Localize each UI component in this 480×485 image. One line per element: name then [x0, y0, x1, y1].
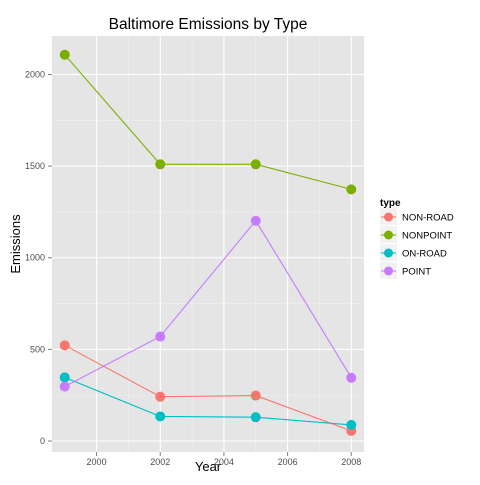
y-axis-label: Emissions: [8, 214, 23, 274]
y-tick-label: 2000: [25, 69, 45, 79]
x-tick-label: 2008: [341, 457, 361, 467]
legend-label-on-road: ON-ROAD: [402, 249, 447, 260]
legend-label-non-road: NON-ROAD: [402, 213, 454, 224]
data-point-non-road: [250, 390, 261, 401]
series-line-on-road: [64, 376, 352, 426]
legend-label-point: POINT: [402, 267, 431, 278]
data-point-non-road: [59, 340, 70, 351]
legend-marker-nonpoint: [384, 230, 393, 240]
legend-title: type: [380, 198, 401, 209]
x-tick-label: 2002: [150, 457, 170, 467]
data-point-point: [59, 381, 70, 392]
legend-marker-on-road: [384, 248, 393, 258]
plot-panel: [52, 36, 364, 452]
series-points: [59, 49, 357, 436]
y-tick-label: 500: [30, 344, 45, 354]
y-tick-label: 1000: [25, 253, 45, 263]
chart-title: Baltimore Emissions by Type: [109, 16, 308, 33]
x-tick-label: 2000: [87, 457, 107, 467]
legend-items: NON-ROAD NONPOINT ON-ROAD POINT: [380, 208, 454, 279]
series-lines: [64, 54, 352, 432]
x-tick-label: 2006: [278, 457, 298, 467]
data-point-on-road: [59, 372, 70, 383]
data-point-on-road: [155, 411, 166, 422]
legend-label-nonpoint: NONPOINT: [402, 231, 452, 242]
data-point-nonpoint: [59, 49, 70, 60]
y-tick-label: 0: [40, 436, 45, 446]
data-point-nonpoint: [346, 184, 357, 195]
series-line-point: [64, 219, 352, 388]
legend-marker-point: [384, 266, 393, 276]
axis-ticks: 2000 2002 2004 2006 2008 0 500 1000 1500 2000: [25, 69, 361, 467]
series-line-nonpoint: [64, 54, 352, 190]
series-line-non-road: [64, 344, 352, 432]
data-point-non-road: [155, 391, 166, 402]
legend-marker-non-road: [384, 212, 393, 222]
data-point-on-road: [346, 419, 357, 430]
legend: type NON-ROAD NONPOINT ON-ROAD POINT: [380, 198, 454, 279]
x-axis-label: Year: [195, 459, 222, 474]
data-point-nonpoint: [155, 159, 166, 170]
data-point-point: [250, 215, 261, 226]
data-point-nonpoint: [250, 159, 261, 170]
data-point-point: [346, 372, 357, 383]
y-tick-label: 1500: [25, 161, 45, 171]
data-point-point: [155, 331, 166, 342]
data-point-on-road: [250, 412, 261, 423]
x-tick-label: 2004: [214, 457, 234, 467]
